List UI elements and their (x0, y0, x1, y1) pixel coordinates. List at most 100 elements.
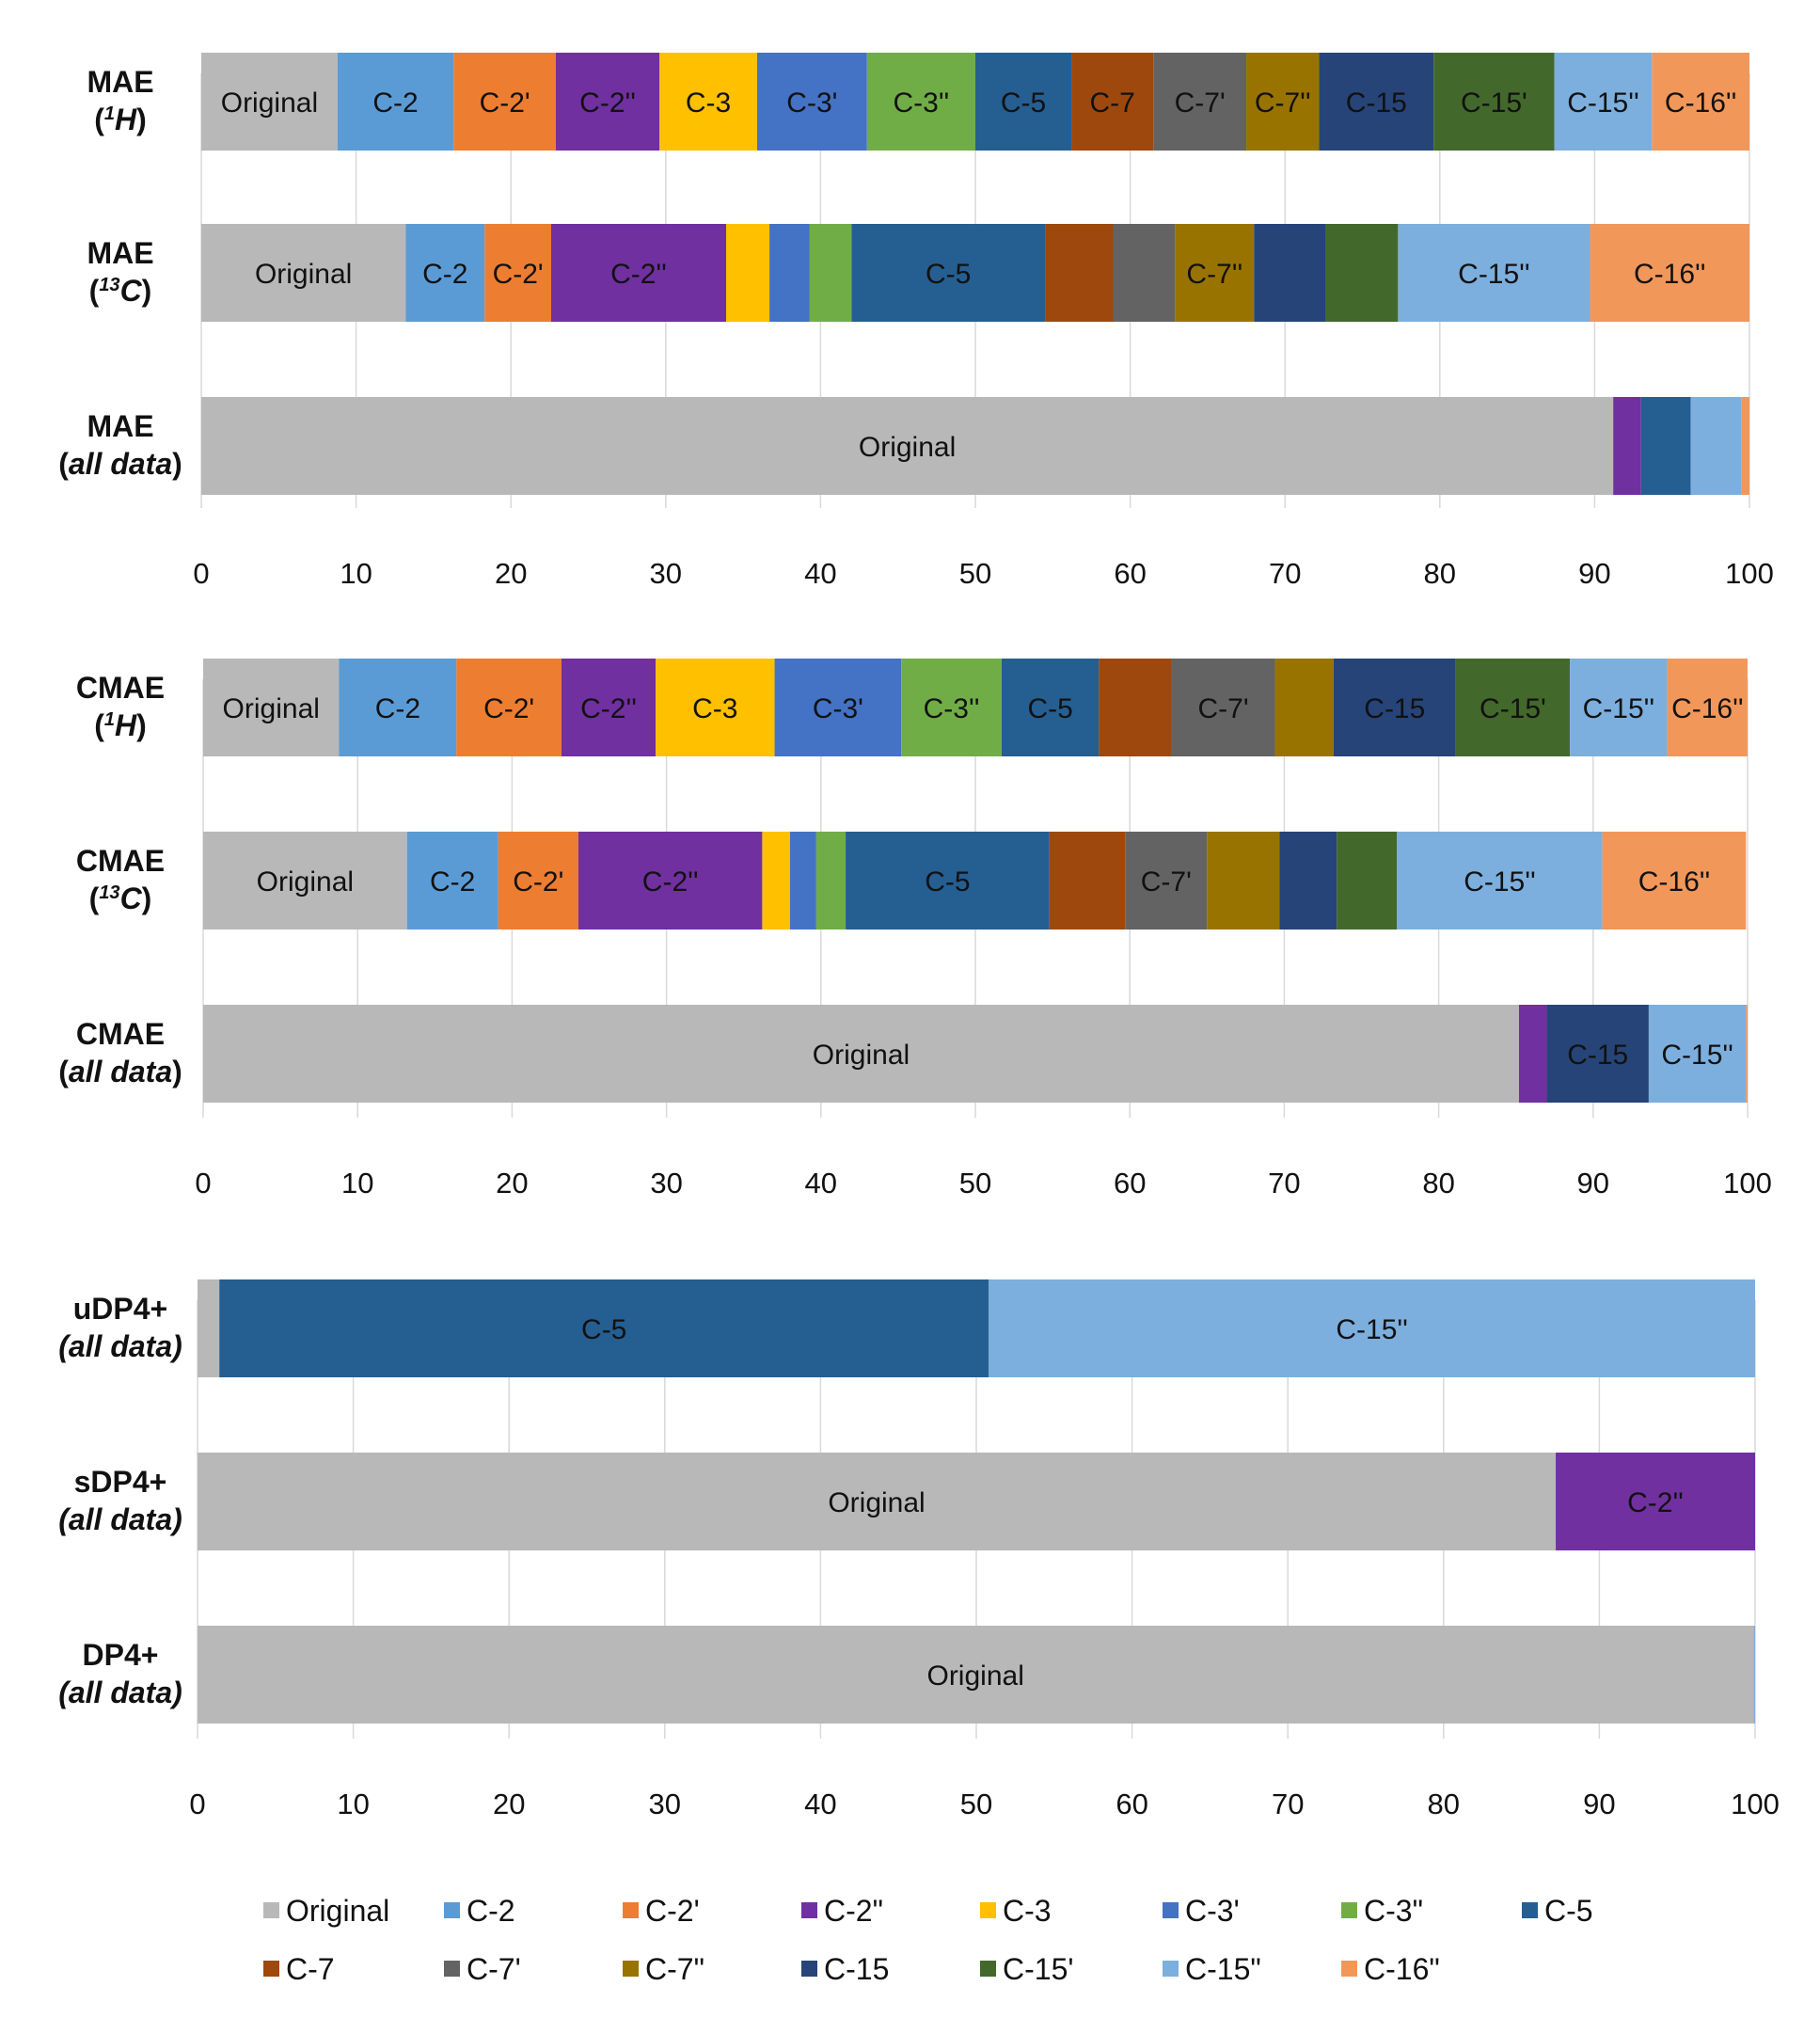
row-label: CMAE (76, 844, 165, 878)
bar-segment (1246, 53, 1320, 151)
bar-segment (789, 832, 816, 930)
tick-label: 30 (650, 557, 682, 590)
data-label: Original (859, 432, 956, 463)
tick-label: 100 (1731, 1788, 1780, 1820)
legend-swatch (1522, 1902, 1538, 1918)
bar-segment (1556, 1453, 1755, 1550)
tick-label: 10 (340, 557, 372, 590)
legend-swatch (263, 1902, 279, 1918)
row-label: MAE (87, 409, 153, 443)
tick-label: 100 (1725, 557, 1774, 590)
bar-segment (1099, 659, 1172, 756)
data-label: C-15'' (1567, 87, 1638, 119)
legend-swatch (980, 1961, 996, 1977)
legend-swatch (801, 1961, 817, 1977)
bar-segment (901, 659, 1002, 756)
data-label: Original (828, 1487, 925, 1518)
data-label: C-15'' (1458, 259, 1529, 290)
row-sublabel: (all data) (58, 1676, 182, 1709)
row-label: sDP4+ (74, 1465, 167, 1499)
bar-segment (975, 53, 1072, 151)
row-sublabel: (1H) (94, 103, 147, 136)
bar-segment (1398, 224, 1591, 322)
tick-label: 90 (1583, 1788, 1615, 1820)
bar-segment (762, 832, 790, 930)
data-label: C-7' (1198, 693, 1249, 724)
row-sublabel: (all data) (58, 1055, 182, 1088)
bar-segment (1518, 1005, 1547, 1103)
tick-label: 10 (341, 1167, 373, 1200)
bar-segment (337, 53, 454, 151)
legend-label: Original (286, 1894, 389, 1928)
bar-segment (989, 1279, 1755, 1377)
data-label: C-5 (925, 866, 970, 898)
legend-label: C-16" (1364, 1952, 1440, 1986)
data-label: C-15 (1567, 1040, 1628, 1071)
bar-segment (1254, 224, 1325, 322)
data-label: C-3 (686, 87, 731, 119)
bar-segment (866, 53, 975, 151)
data-label: C-15'' (1661, 1040, 1733, 1071)
bar-segment (561, 659, 657, 756)
bar-segment (1753, 1626, 1755, 1724)
bar-segment (1648, 1005, 1747, 1103)
bar-segment (1590, 224, 1749, 322)
tick-label: 40 (804, 1788, 836, 1820)
legend-label: C-3' (1185, 1894, 1240, 1928)
data-label: Original (257, 866, 354, 898)
legend-swatch (1341, 1902, 1357, 1918)
bar-segment (219, 1279, 989, 1377)
tick-label: 50 (959, 1167, 991, 1200)
bar-segment (725, 224, 770, 322)
data-label: C-15' (1480, 693, 1546, 724)
bar-segment (578, 832, 763, 930)
bar-segment (1153, 53, 1247, 151)
data-label: C-7 (1089, 87, 1134, 119)
tick-label: 40 (805, 1167, 837, 1200)
tick-label: 0 (195, 1167, 211, 1200)
bar-segment (1324, 224, 1399, 322)
bar-segment (1171, 659, 1275, 756)
bar-segment (1613, 397, 1641, 495)
bar-segment (201, 224, 406, 322)
legend-label: C-3 (1003, 1894, 1052, 1928)
legend-swatch (801, 1902, 817, 1918)
tick-label: 0 (189, 1788, 205, 1820)
bar-segment (1667, 659, 1748, 756)
bar-segment (1433, 53, 1555, 151)
bar-segment (201, 53, 338, 151)
data-label: C-5 (1027, 693, 1072, 724)
legend-swatch (444, 1902, 460, 1918)
legend-label: C-7 (286, 1952, 335, 1986)
row-sublabel: (all data) (58, 447, 182, 481)
legend-label: C-3" (1364, 1894, 1423, 1928)
tick-label: 90 (1577, 1167, 1609, 1200)
legend-swatch (444, 1961, 460, 1977)
data-label: C-3 (692, 693, 737, 724)
chart-panel-1: Original C-2 C-2' C-2'' C-3 C-3' C-3'' C-5 C-7 C-… (58, 53, 1774, 590)
data-label: Original (223, 693, 320, 724)
data-label: C-15 (1364, 693, 1425, 724)
bar-segment (1652, 53, 1749, 151)
data-label: C-15' (1461, 87, 1527, 119)
bar-segment (659, 53, 757, 151)
bar-segment (550, 224, 726, 322)
row-label: CMAE (76, 671, 165, 705)
bar-segment (203, 659, 340, 756)
bar-segment (774, 659, 902, 756)
bar-segment (846, 832, 1050, 930)
tick-label: 10 (337, 1788, 369, 1820)
tick-label: 80 (1424, 557, 1456, 590)
tick-label: 40 (804, 557, 836, 590)
bar-segment (1113, 224, 1176, 322)
data-label: C-5 (1001, 87, 1046, 119)
tick-label: 60 (1116, 1788, 1147, 1820)
row-sublabel: (all data) (58, 1502, 182, 1536)
legend-swatch (1163, 1902, 1179, 1918)
legend-label: C-7' (467, 1952, 521, 1986)
bar-segment (1333, 659, 1456, 756)
data-label: C-15 (1346, 87, 1407, 119)
tick-label: 60 (1114, 557, 1146, 590)
legend-label: C-5 (1544, 1894, 1593, 1928)
bar-segment (1071, 53, 1154, 151)
